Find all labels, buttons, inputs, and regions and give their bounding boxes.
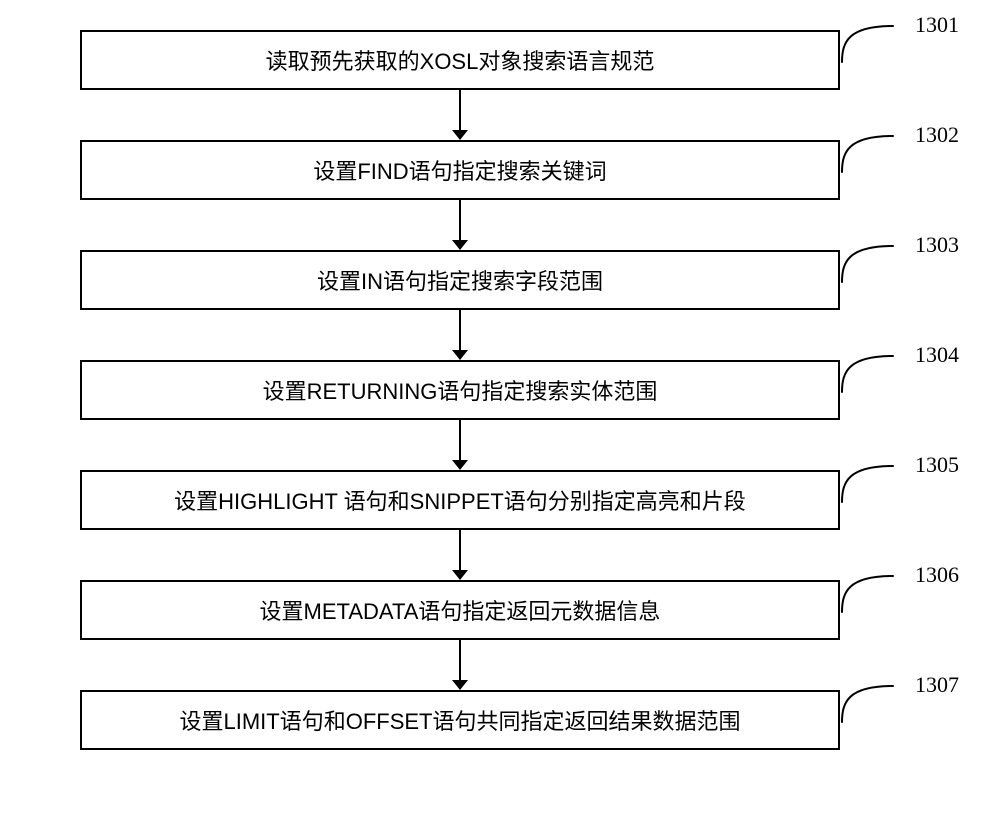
- flow-node: 设置METADATA语句指定返回元数据信息: [80, 580, 840, 640]
- flow-arrow: [452, 530, 468, 580]
- flowchart-canvas: 读取预先获取的XOSL对象搜索语言规范 1301设置FIND语句指定搜索关键词 …: [0, 0, 1000, 830]
- flow-node: 读取预先获取的XOSL对象搜索语言规范: [80, 30, 840, 90]
- callout-line: [840, 354, 895, 394]
- step-number-label: 1306: [915, 562, 959, 588]
- flow-node-label: 设置IN语句指定搜索字段范围: [317, 264, 603, 296]
- step-number-label: 1301: [915, 12, 959, 38]
- callout-line: [840, 464, 895, 504]
- flow-node-label: 设置RETURNING语句指定搜索实体范围: [263, 374, 658, 406]
- flow-node-label: 读取预先获取的XOSL对象搜索语言规范: [266, 44, 655, 76]
- flow-arrow: [452, 640, 468, 690]
- flow-arrow: [452, 200, 468, 250]
- flow-node: 设置HIGHLIGHT 语句和SNIPPET语句分别指定高亮和片段: [80, 470, 840, 530]
- flow-node: 设置RETURNING语句指定搜索实体范围: [80, 360, 840, 420]
- step-number-label: 1305: [915, 452, 959, 478]
- flow-arrow: [452, 310, 468, 360]
- flow-node-label: 设置METADATA语句指定返回元数据信息: [260, 594, 661, 626]
- flow-arrow: [452, 90, 468, 140]
- flow-node: 设置IN语句指定搜索字段范围: [80, 250, 840, 310]
- flow-node-label: 设置HIGHLIGHT 语句和SNIPPET语句分别指定高亮和片段: [174, 484, 746, 516]
- callout-line: [840, 244, 895, 284]
- callout-line: [840, 684, 895, 724]
- flow-node: 设置FIND语句指定搜索关键词: [80, 140, 840, 200]
- step-number-label: 1304: [915, 342, 959, 368]
- step-number-label: 1307: [915, 672, 959, 698]
- flow-node-label: 设置LIMIT语句和OFFSET语句共同指定返回结果数据范围: [179, 704, 740, 736]
- flow-node: 设置LIMIT语句和OFFSET语句共同指定返回结果数据范围: [80, 690, 840, 750]
- callout-line: [840, 24, 895, 64]
- flow-arrow: [452, 420, 468, 470]
- step-number-label: 1303: [915, 232, 959, 258]
- flow-node-label: 设置FIND语句指定搜索关键词: [313, 154, 606, 186]
- callout-line: [840, 134, 895, 174]
- callout-line: [840, 574, 895, 614]
- step-number-label: 1302: [915, 122, 959, 148]
